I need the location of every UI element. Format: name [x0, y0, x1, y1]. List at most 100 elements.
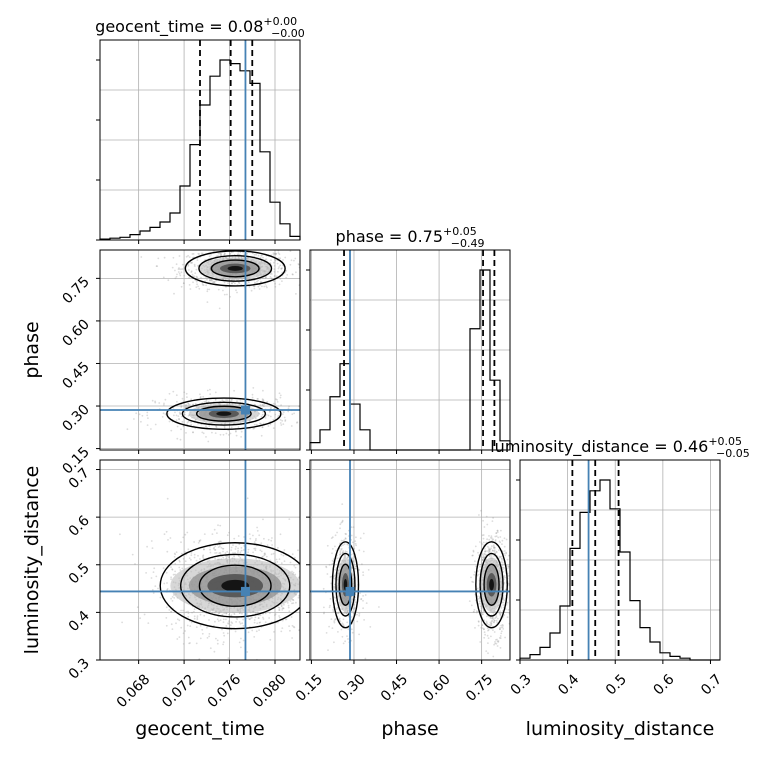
- sample-point: [166, 582, 168, 584]
- sample-point: [215, 425, 218, 428]
- sample-point: [343, 539, 346, 541]
- sample-point: [356, 613, 358, 616]
- sample-point: [223, 281, 226, 284]
- sample-point: [499, 556, 502, 559]
- sample-point: [487, 652, 489, 655]
- sample-point: [482, 554, 485, 557]
- sample-point: [273, 631, 275, 633]
- frame-layer: [99, 39, 721, 661]
- sample-point: [344, 538, 347, 540]
- sample-point: [272, 402, 275, 405]
- sample-point: [492, 547, 495, 549]
- sample-point: [199, 613, 202, 616]
- sample-point: [146, 414, 149, 417]
- sample-point: [253, 285, 256, 288]
- sample-point: [503, 552, 505, 555]
- sample-point: [497, 641, 500, 643]
- sample-point: [210, 279, 213, 282]
- sample-point: [186, 421, 189, 424]
- sample-point: [163, 533, 166, 536]
- sample-point: [330, 537, 333, 539]
- sample-point: [493, 621, 495, 624]
- sample-point: [344, 532, 347, 535]
- sample-point: [499, 614, 502, 616]
- sample-point: [322, 587, 325, 590]
- sample-point: [187, 405, 190, 408]
- sample-point: [240, 430, 243, 433]
- sample-point: [302, 594, 304, 596]
- sample-point: [337, 612, 339, 615]
- sample-point: [475, 610, 478, 612]
- sample-point: [494, 642, 497, 645]
- sample-point: [185, 611, 188, 613]
- sample-point: [496, 529, 499, 532]
- sample-point: [489, 554, 491, 557]
- sample-point: [291, 413, 294, 416]
- sample-point: [199, 624, 202, 627]
- sample-point: [342, 642, 345, 645]
- sample-point: [230, 621, 233, 623]
- sample-point: [292, 571, 295, 574]
- panel-frame-luminosity_distance-vs-geocent_time: [99, 459, 301, 661]
- sample-point: [210, 253, 212, 256]
- sample-point: [261, 254, 263, 257]
- sample-point: [501, 560, 503, 562]
- injection-marker: [240, 586, 250, 596]
- sample-point: [503, 614, 506, 616]
- sample-point: [177, 271, 180, 273]
- sample-point: [481, 559, 484, 561]
- sample-point: [154, 423, 157, 426]
- sample-point: [202, 284, 205, 286]
- sample-point: [222, 289, 224, 292]
- sample-point: [353, 607, 356, 609]
- sample-point: [147, 417, 149, 419]
- sample-point: [253, 541, 256, 543]
- sample-point: [492, 618, 495, 621]
- sample-point: [176, 618, 179, 621]
- sample-point: [170, 578, 173, 581]
- sample-point: [338, 617, 341, 620]
- sample-point: [166, 589, 169, 591]
- sample-point: [257, 254, 260, 257]
- sample-point: [338, 619, 341, 622]
- sample-point: [158, 402, 161, 404]
- contour-line: [475, 541, 508, 629]
- sample-point: [350, 556, 353, 559]
- xlabel-phase: phase: [381, 718, 438, 740]
- sample-point: [502, 624, 504, 627]
- sample-point: [274, 613, 277, 615]
- sample-point: [281, 619, 284, 622]
- sample-point: [277, 257, 280, 260]
- sample-point: [503, 574, 506, 577]
- sample-point: [235, 430, 237, 433]
- sample-point: [481, 556, 484, 559]
- sample-point: [319, 600, 321, 602]
- sample-point: [175, 394, 178, 397]
- sample-point: [333, 585, 336, 588]
- sample-point: [211, 611, 214, 614]
- sample-point: [172, 573, 175, 576]
- sample-point: [273, 268, 276, 271]
- sample-point: [502, 596, 505, 599]
- sample-point: [249, 617, 252, 620]
- sample-point: [358, 568, 360, 571]
- sample-point: [206, 637, 209, 639]
- sample-point: [279, 257, 282, 260]
- sample-point: [472, 554, 474, 557]
- sample-point: [190, 621, 193, 624]
- sample-point: [209, 279, 212, 282]
- sample-point: [214, 557, 217, 560]
- sample-point: [294, 257, 297, 260]
- sample-point: [274, 253, 276, 255]
- sample-point: [176, 638, 179, 640]
- xtick-label-phase: 0.30: [335, 671, 368, 704]
- contour-line: [335, 552, 356, 617]
- sample-point: [173, 556, 176, 558]
- sample-point: [176, 425, 179, 428]
- sample-point: [344, 550, 347, 553]
- sample-point: [236, 291, 238, 294]
- sample-point: [256, 280, 258, 283]
- sample-point: [180, 405, 183, 408]
- sample-point: [183, 413, 186, 416]
- sample-point: [504, 608, 507, 611]
